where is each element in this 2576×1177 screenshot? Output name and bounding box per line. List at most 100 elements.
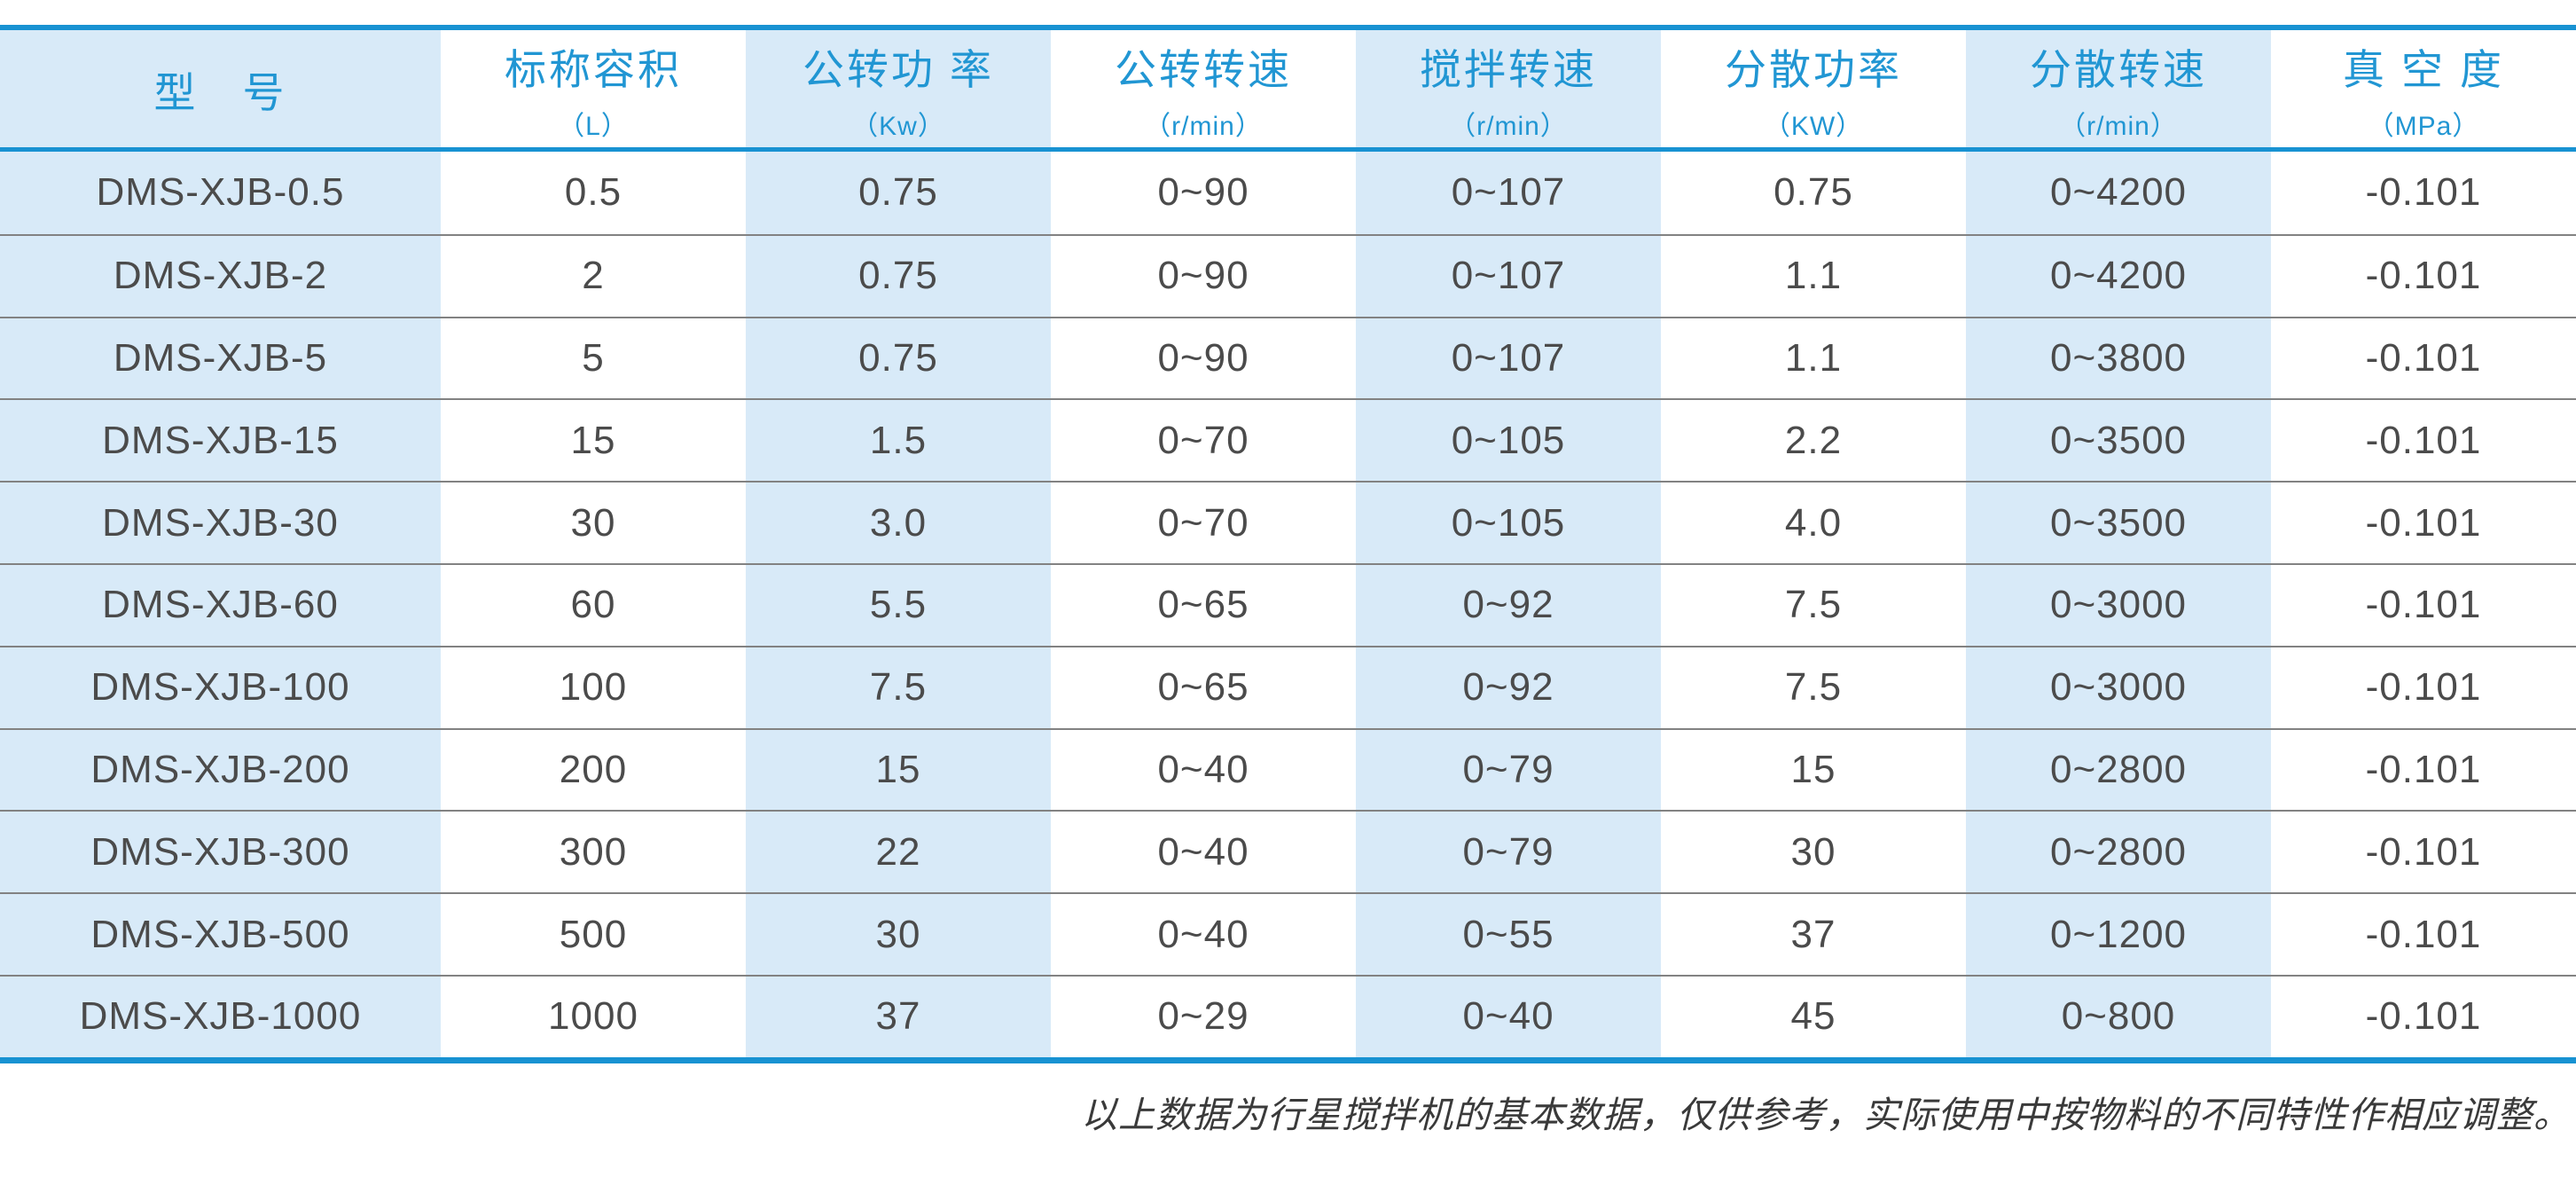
value-cell: 0~79 xyxy=(1356,812,1661,893)
value-cell: -0.101 xyxy=(2365,583,2482,627)
header-unit: （KW） xyxy=(1763,111,1864,141)
model-cell: DMS-XJB-100 xyxy=(0,647,441,728)
table-row: DMS-XJB-2 2 0.75 0~90 0~107 1.1 0~4200 -0.101 xyxy=(0,233,2576,317)
value-cell: 0~40 xyxy=(1157,912,1249,956)
value-cell: 0~2800 xyxy=(1966,729,2271,811)
header-unit: （MPa） xyxy=(2367,111,2480,141)
value-cell: 2.2 xyxy=(1784,418,1843,462)
table-row: DMS-XJB-5 5 0.75 0~90 0~107 1.1 0~3800 -0.101 xyxy=(0,316,2576,399)
value-cell: -0.101 xyxy=(2365,500,2482,545)
value-cell: 0~107 xyxy=(1356,318,1661,399)
value-cell: 0~4200 xyxy=(1966,152,2271,234)
header-unit: （r/min） xyxy=(2059,111,2178,141)
model-cell: DMS-XJB-500 xyxy=(0,894,441,975)
value-cell: 0~40 xyxy=(1157,829,1249,874)
header-stirring-speed: 搅拌转速 （r/min） xyxy=(1356,30,1661,147)
model-cell: DMS-XJB-15 xyxy=(0,400,441,482)
value-cell: 0~4200 xyxy=(1966,235,2271,317)
value-cell: 4.0 xyxy=(1784,500,1843,545)
value-cell: 0~40 xyxy=(1157,747,1249,791)
header-unit: （L） xyxy=(558,111,629,141)
value-cell: 22 xyxy=(746,812,1051,893)
header-model: 型 号 xyxy=(0,30,441,147)
value-cell: 30 xyxy=(1790,829,1836,874)
value-cell: 300 xyxy=(559,829,628,874)
header-unit: （Kw） xyxy=(851,111,945,141)
table-row: DMS-XJB-200 200 15 0~40 0~79 15 0~2800 -0.101 xyxy=(0,727,2576,811)
value-cell: 1.1 xyxy=(1784,254,1843,298)
value-cell: 7.5 xyxy=(1784,583,1843,627)
header-title: 搅拌转速 xyxy=(1420,45,1597,93)
table-row: DMS-XJB-100 100 7.5 0~65 0~92 7.5 0~3000 -0.101 xyxy=(0,645,2576,728)
model-cell: DMS-XJB-30 xyxy=(0,483,441,563)
table-row: DMS-XJB-0.5 0.5 0.75 0~90 0~107 0.75 0~4200 -0.… xyxy=(0,152,2576,234)
table-row: DMS-XJB-30 30 3.0 0~70 0~105 4.0 0~3500 -0.101 xyxy=(0,481,2576,563)
table-row: DMS-XJB-60 60 5.5 0~65 0~92 7.5 0~3000 -0.101 xyxy=(0,562,2576,646)
value-cell: 0.75 xyxy=(1773,170,1853,215)
header-title: 真 空 度 xyxy=(2342,45,2505,93)
table-body: DMS-XJB-0.5 0.5 0.75 0~90 0~107 0.75 0~4200 -0.… xyxy=(0,152,2576,1057)
header-title: 标称容积 xyxy=(505,45,682,93)
value-cell: -0.101 xyxy=(2365,335,2482,380)
value-cell: 0.75 xyxy=(746,235,1051,317)
value-cell: 45 xyxy=(1790,994,1836,1039)
value-cell: 0~55 xyxy=(1356,894,1661,975)
value-cell: -0.101 xyxy=(2365,829,2482,874)
value-cell: 5.5 xyxy=(746,564,1051,646)
value-cell: 30 xyxy=(746,894,1051,975)
table-row: DMS-XJB-500 500 30 0~40 0~55 37 0~1200 -0.101 xyxy=(0,892,2576,975)
model-cell: DMS-XJB-2 xyxy=(0,235,441,317)
value-cell: 0~70 xyxy=(1157,418,1249,462)
header-vacuum-degree: 真 空 度 （MPa） xyxy=(2271,30,2576,147)
header-title: 公转功 率 xyxy=(802,45,995,93)
value-cell: -0.101 xyxy=(2365,665,2482,710)
value-cell: -0.101 xyxy=(2365,747,2482,791)
value-cell: 2 xyxy=(582,254,605,298)
model-cell: DMS-XJB-0.5 xyxy=(0,152,441,234)
header-nominal-volume: 标称容积 （L） xyxy=(441,30,746,147)
value-cell: 0~70 xyxy=(1157,500,1249,545)
value-cell: 0.75 xyxy=(746,152,1051,234)
value-cell: 37 xyxy=(746,976,1051,1057)
value-cell: 15 xyxy=(570,418,616,462)
value-cell: -0.101 xyxy=(2365,254,2482,298)
model-cell: DMS-XJB-5 xyxy=(0,318,441,399)
model-cell: DMS-XJB-1000 xyxy=(0,976,441,1057)
header-title: 分散转速 xyxy=(2030,45,2207,93)
value-cell: 100 xyxy=(559,665,628,710)
value-cell: 3.0 xyxy=(746,483,1051,563)
value-cell: 0~107 xyxy=(1356,152,1661,234)
value-cell: 0~65 xyxy=(1157,583,1249,627)
value-cell: 200 xyxy=(559,747,628,791)
table-row: DMS-XJB-300 300 22 0~40 0~79 30 0~2800 -0.101 xyxy=(0,810,2576,893)
header-revolution-power: 公转功 率 （Kw） xyxy=(746,30,1051,147)
value-cell: 0~105 xyxy=(1356,400,1661,482)
value-cell: 0~90 xyxy=(1157,254,1249,298)
value-cell: 0.5 xyxy=(564,170,622,215)
value-cell: -0.101 xyxy=(2365,912,2482,956)
value-cell: 0~2800 xyxy=(1966,812,2271,893)
value-cell: 0~107 xyxy=(1356,235,1661,317)
value-cell: 0~90 xyxy=(1157,335,1249,380)
value-cell: 37 xyxy=(1790,912,1836,956)
value-cell: 0~29 xyxy=(1157,994,1249,1039)
header-title: 型 号 xyxy=(153,68,287,116)
header-title: 分散功率 xyxy=(1725,45,1902,93)
value-cell: 0~3000 xyxy=(1966,647,2271,728)
value-cell: 1.5 xyxy=(746,400,1051,482)
value-cell: 0~90 xyxy=(1157,170,1249,215)
model-cell: DMS-XJB-300 xyxy=(0,812,441,893)
value-cell: -0.101 xyxy=(2365,170,2482,215)
value-cell: 0~3500 xyxy=(1966,483,2271,563)
value-cell: 15 xyxy=(746,729,1051,811)
value-cell: 30 xyxy=(570,500,616,545)
value-cell: 0~92 xyxy=(1356,564,1661,646)
header-unit: （r/min） xyxy=(1449,111,1568,141)
value-cell: 0~1200 xyxy=(1966,894,2271,975)
value-cell: 7.5 xyxy=(1784,665,1843,710)
footnote: 以上数据为行星搅拌机的基本数据，仅供参考，实际使用中按物料的不同特性作相应调整。 xyxy=(1081,1094,2571,1135)
table-row: DMS-XJB-15 15 1.5 0~70 0~105 2.2 0~3500 -0.101 xyxy=(0,398,2576,482)
value-cell: 0~3000 xyxy=(1966,564,2271,646)
header-dispersion-power: 分散功率 （KW） xyxy=(1661,30,1966,147)
model-cell: DMS-XJB-60 xyxy=(0,564,441,646)
